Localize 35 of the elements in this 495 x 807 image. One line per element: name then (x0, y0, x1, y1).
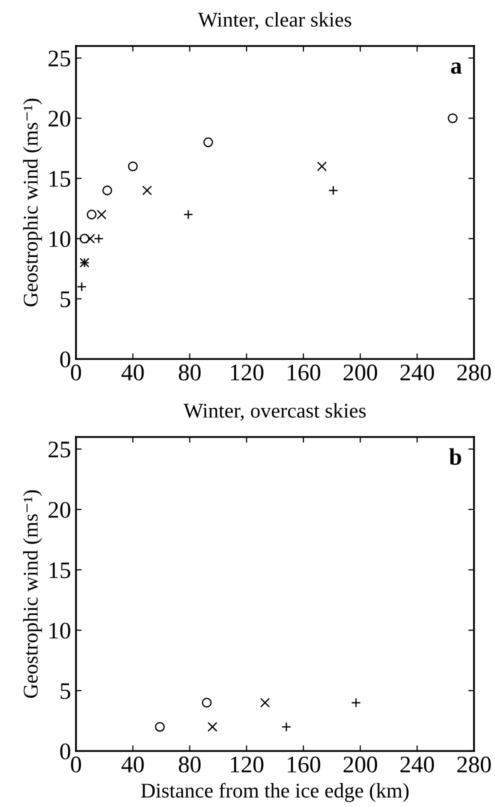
y-tick-label: 5 (60, 683, 70, 700)
x-tick-label: 80 (178, 364, 201, 380)
y-axis-title: Geostrophic wind (ms⁻¹) (23, 490, 42, 698)
x-tick-label: 40 (122, 364, 144, 380)
x-tick-label: 200 (344, 364, 378, 380)
y-tick-label: 25 (48, 442, 70, 458)
annotation: a (451, 62, 462, 74)
annotation: b (449, 448, 462, 465)
x-tick-label: 160 (288, 756, 320, 772)
x-tick-label: 120 (230, 364, 264, 380)
y-tick-label: 10 (50, 231, 70, 248)
y-tick-label: 0 (60, 351, 70, 368)
x-tick-label: 200 (344, 756, 378, 772)
chart-title: Winter, overcast skies (184, 403, 366, 421)
y-tick-label: 25 (48, 50, 70, 66)
x-tick-label: 120 (230, 756, 264, 772)
x-tick-label: 0 (70, 364, 82, 380)
y-tick-label: 0 (60, 743, 70, 760)
x-tick-label: 0 (70, 756, 82, 772)
y-tick-label: 15 (50, 171, 70, 187)
x-tick-label: 280 (457, 364, 491, 380)
x-tick-label: 280 (457, 756, 491, 772)
y-tick-label: 20 (48, 502, 70, 518)
y-tick-label: 15 (50, 562, 70, 578)
x-tick-label: 40 (122, 756, 144, 772)
y-tick-label: 10 (50, 622, 70, 639)
x-tick-label: 160 (288, 364, 320, 380)
y-axis-title: Geostrophic wind (ms⁻¹) (23, 98, 42, 306)
x-tick-label: 80 (178, 756, 201, 772)
x-tick-label: 240 (400, 756, 434, 772)
x-tick-label: 240 (400, 364, 434, 380)
y-tick-label: 20 (48, 110, 70, 127)
x-axis-title: Distance from the ice edge (km) (141, 782, 409, 802)
y-tick-label: 5 (60, 292, 70, 308)
chart-title: Winter, clear skies (198, 12, 352, 30)
